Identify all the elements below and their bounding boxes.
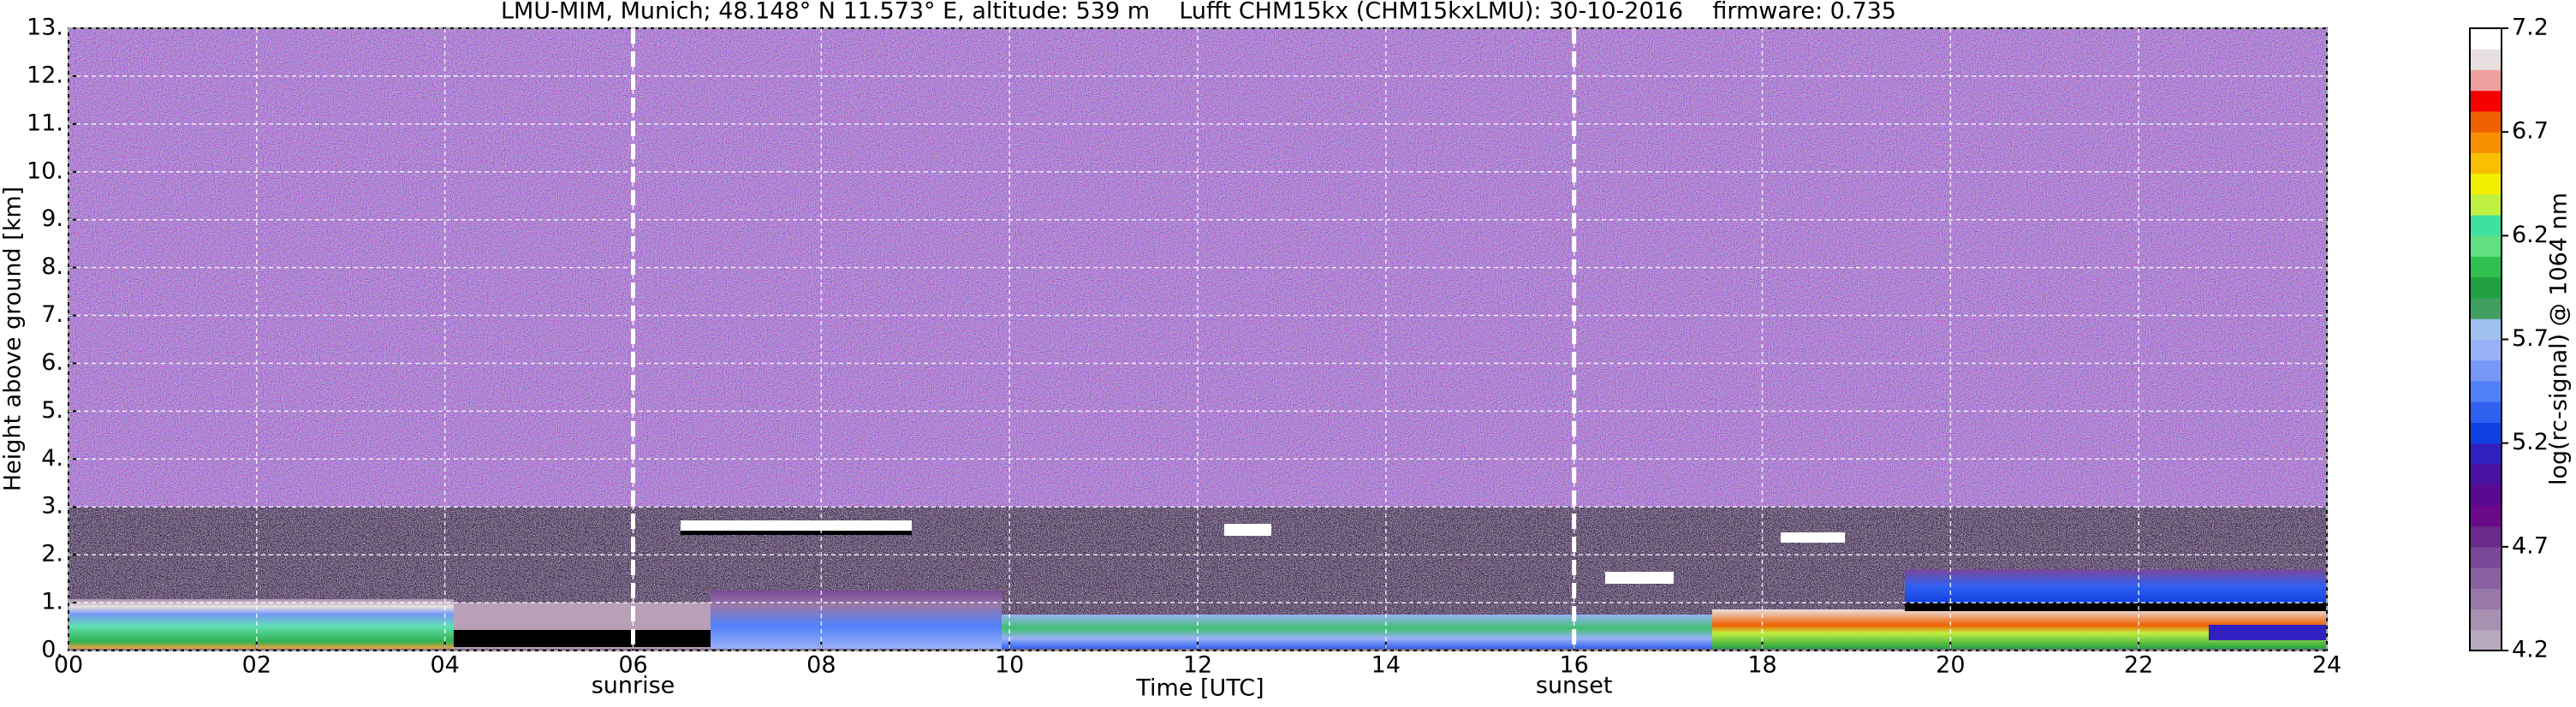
aerosol-layer — [1905, 603, 2327, 611]
y-tick-label: 5. — [41, 397, 63, 424]
colorbar-segment — [2470, 173, 2502, 195]
colorbar-tick-label: 5.2 — [2512, 429, 2549, 455]
colorbar-segment — [2470, 526, 2502, 548]
colorbar-segment — [2470, 318, 2502, 340]
aerosol-layer — [1002, 615, 1712, 649]
y-tick-label: 8. — [41, 253, 63, 280]
colorbar-segment — [2470, 256, 2502, 278]
colorbar-tick-label: 4.7 — [2512, 532, 2549, 559]
y-tick-label: 0. — [41, 637, 63, 663]
y-axis-label: Height above ground [km] — [0, 187, 27, 491]
y-tick-label: 1. — [41, 589, 63, 615]
x-tick-label: 04 — [430, 652, 459, 679]
colorbar-segment — [2470, 193, 2502, 216]
colorbar-segment — [2470, 629, 2502, 651]
colorbar-segment — [2470, 401, 2502, 423]
colorbar-segment — [2470, 380, 2502, 402]
colorbar-segment — [2470, 276, 2502, 299]
x-tick-label: 00 — [54, 652, 83, 679]
y-tick-label: 12. — [27, 62, 63, 88]
y-tick-label: 4. — [41, 445, 63, 472]
y-tick-label: 11. — [27, 110, 63, 136]
aerosol-layer — [454, 630, 728, 647]
colorbar-segment — [2470, 110, 2502, 133]
colorbar-tick-label: 7.2 — [2512, 15, 2549, 41]
colorbar-segment — [2470, 215, 2502, 236]
y-tick-label: 2. — [41, 541, 63, 567]
x-tick-label: 24 — [2312, 652, 2341, 679]
y-tick-label: 3. — [41, 493, 63, 520]
colorbar-segment — [2470, 443, 2502, 465]
annotation-label: sunset — [1536, 673, 1613, 699]
y-tick-label: 6. — [41, 349, 63, 376]
x-tick-label: 06 — [618, 652, 647, 679]
y-tick-label: 10. — [27, 157, 63, 184]
aerosol-layer — [68, 599, 454, 649]
x-tick-label: 10 — [995, 652, 1024, 679]
colorbar-segment — [2470, 588, 2502, 610]
cloud — [681, 520, 912, 531]
colorbar-tick-label: 5.7 — [2512, 325, 2549, 352]
colorbar-segment — [2470, 132, 2502, 153]
x-tick-label: 08 — [806, 652, 836, 679]
colorbar-segment — [2470, 90, 2502, 112]
colorbar-segment — [2470, 546, 2502, 568]
x-tick-label: 20 — [1936, 652, 1965, 679]
colorbar-segment — [2470, 567, 2502, 589]
colorbar-segment — [2470, 298, 2502, 319]
x-tick-label: 02 — [242, 652, 271, 679]
y-tick-label: 13. — [27, 15, 63, 41]
aerosol-layer — [1905, 569, 2327, 603]
x-tick-label: 14 — [1371, 652, 1401, 679]
colorbar-segment — [2470, 422, 2502, 444]
colorbar-segment — [2470, 505, 2502, 527]
colorbar-segment — [2470, 69, 2502, 92]
x-tick-label: 16 — [1559, 652, 1588, 679]
colorbar-segment — [2470, 359, 2502, 382]
x-tick-label: 12 — [1183, 652, 1212, 679]
x-axis-label: Time [UTC] — [1135, 675, 1264, 702]
colorbar-segment — [2470, 484, 2502, 506]
colorbar-tick-label: 4.2 — [2512, 637, 2549, 663]
colorbar-segment — [2470, 463, 2502, 485]
colorbar-tick-label: 6.2 — [2512, 222, 2549, 248]
colorbar-segment — [2470, 235, 2502, 258]
aerosol-layer — [2209, 625, 2327, 640]
colorbar-tick-label: 6.7 — [2512, 118, 2549, 145]
annotation-label: sunrise — [592, 673, 675, 699]
colorbar-segment — [2470, 152, 2502, 175]
cloud — [1605, 572, 1674, 584]
colorbar-segment — [2470, 609, 2502, 631]
colorbar-label: log(rc-signal) @ 1064 nm — [2546, 193, 2573, 485]
colorbar-segment — [2470, 49, 2502, 70]
cloud — [1224, 524, 1271, 536]
y-tick-label: 7. — [41, 301, 63, 328]
x-tick-label: 22 — [2124, 652, 2153, 679]
cloud — [681, 531, 912, 535]
cloud — [1781, 532, 1845, 543]
aerosol-layer — [711, 591, 1002, 649]
chart-title: LMU-MIM, Munich; 48.148° N 11.573° E, al… — [501, 0, 1896, 25]
x-tick-label: 18 — [1747, 652, 1776, 679]
y-tick-label: 9. — [41, 205, 63, 232]
colorbar-segment — [2470, 339, 2502, 361]
colorbar-segment — [2470, 28, 2502, 50]
